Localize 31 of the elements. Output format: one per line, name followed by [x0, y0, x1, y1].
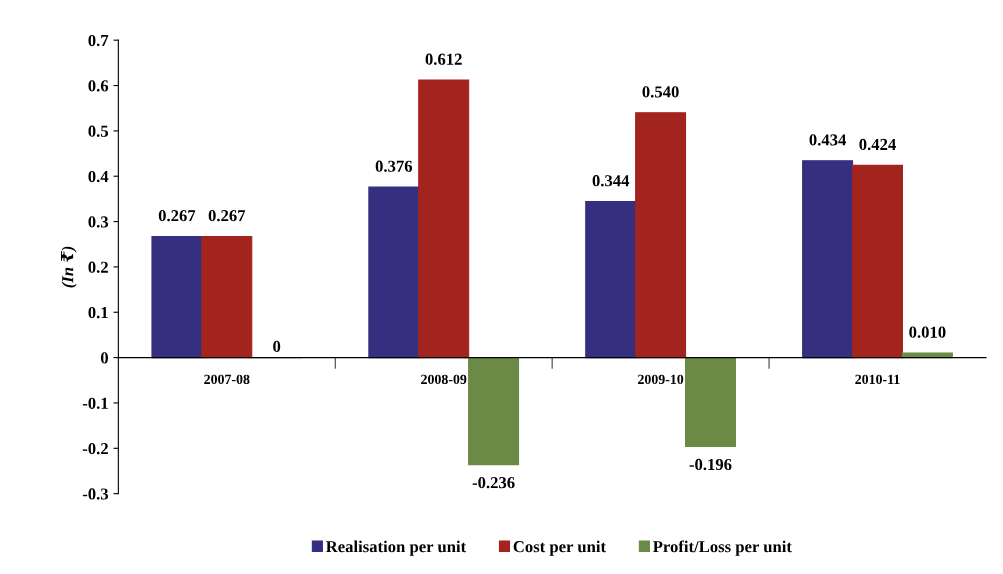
y-tick-label: 0 — [100, 352, 108, 364]
data-label: 0.424 — [859, 138, 896, 151]
y-tick-label: 0.1 — [88, 306, 108, 319]
y-tick-label: -0.1 — [82, 397, 108, 409]
legend-label: Cost per unit — [513, 540, 606, 556]
x-tick-label: 2009-10 — [638, 374, 684, 385]
y-tick-label: 0.3 — [88, 216, 109, 228]
x-tick-label: 2008-09 — [421, 374, 467, 385]
data-label: 0.267 — [158, 210, 196, 222]
y-tick-label: 0.4 — [88, 170, 109, 183]
y-tick-label: 0.5 — [88, 125, 109, 137]
data-label: 0.267 — [208, 210, 246, 222]
x-tick-label: 2010-11 — [855, 374, 900, 385]
data-label: 0.344 — [592, 175, 630, 187]
legend-label: Profit/Loss per unit — [653, 540, 792, 556]
legend-label: Realisation per unit — [325, 540, 467, 556]
y-tick-label: -0.2 — [82, 442, 108, 455]
y-tick-label: 0.7 — [88, 34, 109, 47]
data-label: 0.612 — [425, 53, 462, 65]
data-label: 0 — [273, 340, 281, 353]
data-label: 0.434 — [809, 134, 847, 146]
y-tick-label: 0.6 — [88, 80, 109, 92]
data-label: -0.196 — [689, 458, 732, 471]
data-label: 0.376 — [375, 160, 413, 172]
y-tick-label: -0.3 — [82, 488, 109, 500]
data-label: 0.540 — [642, 86, 679, 98]
data-label: -0.236 — [472, 476, 515, 489]
y-axis-title: (In ₹) — [60, 246, 77, 288]
y-tick-label: 0.2 — [88, 261, 108, 273]
data-label: 0.010 — [909, 326, 946, 338]
x-tick-label: 2007-08 — [204, 374, 250, 385]
